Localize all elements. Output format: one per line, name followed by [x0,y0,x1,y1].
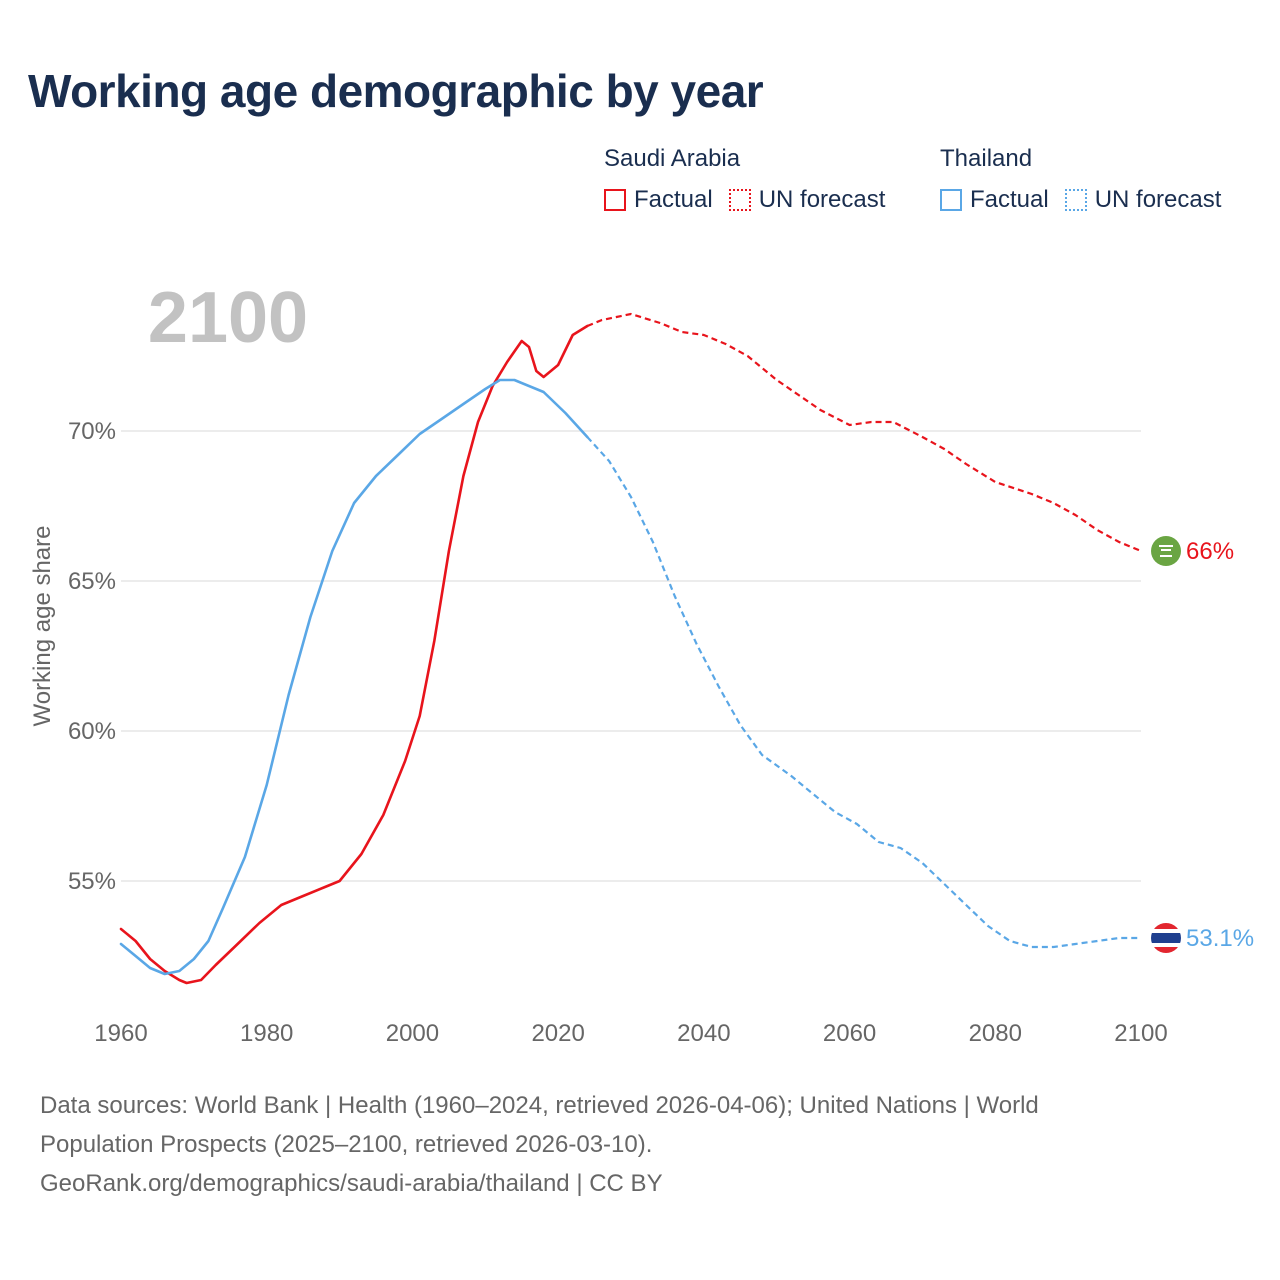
legend-swatch-solid [604,189,626,211]
flag-stripe [1151,929,1181,933]
flag-stripe [1151,923,1181,929]
thailand-flag-icon [1151,923,1181,953]
line-chart: 2100 55% 60% 65% 70% 1960 1980 2000 2020 2040 206… [29,278,1254,1047]
x-tick-label: 2040 [677,1020,730,1047]
flag-stripe [1151,947,1181,953]
flag-stripe [1151,933,1181,943]
thailand-factual-line[interactable] [119,378,589,976]
legend-swatch-dotted [728,189,751,211]
legend-group-saudi-arabia: Saudi Arabia Factual UN forecast [604,144,901,214]
legend-label: Factual [970,186,1049,213]
legend-group-thailand: Thailand Factual UN forecast [940,144,1237,214]
flag-stripe [1151,943,1181,947]
x-tick-label: 2000 [386,1020,439,1047]
saudi-arabia-forecast-line[interactable] [586,312,1142,553]
end-label-thailand: 53.1% [1186,925,1254,952]
legend-item-saudi-forecast[interactable]: UN forecast [728,186,886,214]
y-tick-label: 65% [68,568,116,595]
x-tick-label: 2100 [1114,1020,1167,1047]
legend-item-thailand-forecast[interactable]: UN forecast [1064,186,1222,214]
footer-sources: Data sources: World Bank | Health (1960–… [40,1086,1220,1203]
thailand-forecast-line[interactable] [586,436,1141,949]
legend-label: Factual [634,186,713,213]
x-tick-label: 2020 [531,1020,584,1047]
footer-line: GeoRank.org/demographics/saudi-arabia/th… [40,1170,663,1197]
year-label: 2100 [148,278,308,358]
x-tick-label: 1980 [240,1020,293,1047]
footer-line: Population Prospects (2025–2100, retriev… [40,1131,653,1158]
legend-item-saudi-factual[interactable]: Factual [604,186,713,214]
legend-swatch-solid [940,189,962,211]
y-tick-label: 55% [68,868,116,895]
legend-group-title: Saudi Arabia [604,145,741,172]
footer-line: Data sources: World Bank | Health (1960–… [40,1092,1039,1119]
end-label-saudi-arabia: 66% [1186,538,1234,565]
legend-label: UN forecast [758,186,886,213]
y-axis-label: Working age share [29,526,56,727]
legend-swatch-dotted [1064,189,1087,211]
saudi-arabia-flag-icon [1151,536,1181,566]
flag-glyph [1159,545,1173,557]
x-tick-label: 2080 [969,1020,1022,1047]
y-tick-label: 70% [68,418,116,445]
legend-label: UN forecast [1094,186,1222,213]
chart-title: Working age demographic by year [28,65,764,117]
legend-item-thailand-factual[interactable]: Factual [940,186,1049,214]
x-tick-label: 2060 [823,1020,876,1047]
x-tick-label: 1960 [94,1020,147,1047]
saudi-arabia-factual-line[interactable] [119,324,589,985]
y-tick-label: 60% [68,718,116,745]
legend-group-title: Thailand [940,145,1033,172]
